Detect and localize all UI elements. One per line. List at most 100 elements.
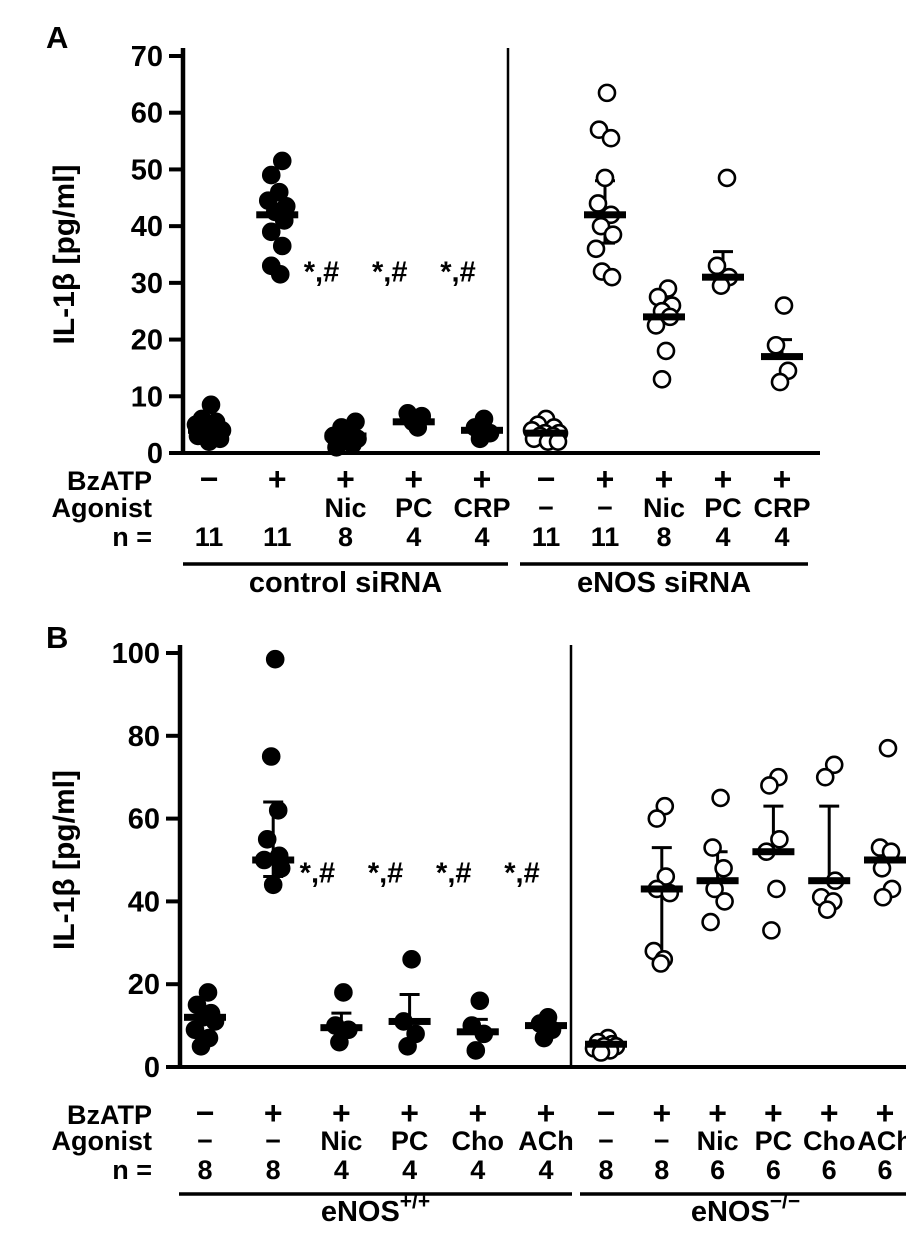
data-point — [402, 950, 421, 969]
median-bar — [392, 418, 435, 426]
n-value: 11 — [591, 522, 620, 552]
median-bar — [702, 273, 744, 281]
agonist-label: PC — [755, 1126, 793, 1156]
data-point — [701, 912, 720, 932]
data-point — [824, 755, 844, 775]
data-point — [586, 239, 606, 259]
row-label-agonist: Agonist — [52, 493, 153, 523]
n-value: 6 — [766, 1155, 781, 1185]
panel-a-letter: A — [46, 20, 69, 55]
n-value: 8 — [598, 1155, 613, 1185]
data-point — [815, 767, 835, 787]
n-value: 11 — [263, 522, 292, 552]
median-bar — [584, 211, 626, 219]
bzatp-symbol: + — [655, 461, 674, 497]
data-point — [272, 236, 292, 256]
agonist-label: ACh — [857, 1126, 906, 1156]
data-point — [715, 892, 734, 911]
bzatp-symbol: + — [714, 461, 733, 497]
n-value: 6 — [822, 1155, 837, 1185]
data-point — [656, 867, 676, 886]
n-value: 6 — [877, 1155, 892, 1185]
data-point — [601, 128, 621, 148]
y-tick-label: 30 — [131, 268, 163, 300]
data-point — [334, 983, 353, 1002]
y-tick-label: 50 — [131, 154, 163, 186]
bzatp-symbol: + — [820, 1095, 839, 1131]
data-point — [398, 1036, 417, 1056]
data-point — [766, 335, 786, 355]
data-point — [878, 738, 898, 758]
y-tick-label: 20 — [131, 325, 163, 357]
y-axis-title: IL-1β [pg/ml] — [48, 165, 81, 345]
median-bar — [696, 877, 739, 885]
significance-annotation: *,# — [300, 857, 335, 889]
y-tick-label: 0 — [147, 438, 163, 470]
bzatp-symbol: + — [268, 461, 287, 497]
y-tick-label: 70 — [131, 41, 163, 73]
data-point — [603, 225, 623, 244]
median-bar — [456, 1028, 499, 1036]
y-tick-label: 40 — [128, 886, 160, 918]
data-point — [265, 649, 285, 669]
data-point — [774, 296, 794, 315]
n-value: 4 — [402, 1155, 417, 1185]
group-label: eNOS−/− — [691, 1190, 800, 1228]
data-point — [767, 879, 786, 899]
significance-annotation: *,# — [440, 257, 475, 289]
data-point — [817, 900, 837, 919]
data-point — [760, 776, 779, 795]
data-point — [647, 809, 667, 828]
median-bar — [252, 856, 295, 864]
median-bar — [461, 426, 503, 434]
data-point — [261, 747, 281, 766]
panel-b-letter: B — [46, 620, 69, 655]
group-label: eNOS+/+ — [321, 1190, 430, 1228]
agonist-label: Cho — [452, 1126, 504, 1156]
data-point — [717, 168, 737, 188]
data-point — [466, 1041, 486, 1060]
data-point — [597, 83, 617, 103]
bzatp-symbol: + — [468, 1095, 487, 1131]
data-point — [595, 168, 615, 188]
data-point — [714, 858, 733, 878]
bzatp-symbol: − — [537, 461, 556, 497]
data-point — [470, 991, 490, 1011]
agonist-label: Nic — [324, 493, 366, 523]
bzatp-symbol: + — [400, 1095, 419, 1131]
bzatp-symbol: + — [652, 1095, 671, 1131]
n-value: 4 — [774, 522, 789, 552]
median-bar — [320, 1024, 363, 1032]
data-point — [261, 222, 281, 242]
panel-a: A 0 10 20 30 40 50 60 70 IL-1β [pg/ml] BzATP Agoni… — [40, 16, 906, 616]
data-point — [257, 830, 277, 849]
agonist-label: Cho — [803, 1126, 855, 1156]
chart-svg-panel-A: 0 10 20 30 40 50 60 70 IL-1β [pg/ml] BzATPAgonist… — [48, 41, 820, 599]
bzatp-symbol: + — [264, 1095, 283, 1131]
group-label: control siRNA — [249, 567, 442, 599]
data-point — [588, 194, 608, 213]
n-value: 8 — [654, 1155, 669, 1185]
n-value: 4 — [406, 522, 421, 552]
median-bar — [643, 313, 685, 321]
bzatp-symbol: + — [876, 1095, 895, 1131]
significance-annotation: *,# — [304, 257, 339, 289]
data-point — [263, 875, 283, 895]
bzatp-symbol: + — [537, 1095, 556, 1131]
data-point — [652, 369, 672, 389]
agonist-label: ACh — [518, 1126, 574, 1156]
bzatp-symbol: + — [764, 1095, 783, 1131]
bzatp-symbol: + — [473, 461, 492, 497]
data-point — [198, 983, 218, 1002]
bzatp-symbol: − — [597, 1095, 616, 1131]
agonist-label: − — [265, 1126, 281, 1156]
data-point — [703, 838, 722, 857]
n-value: 4 — [715, 522, 730, 552]
group-label: eNOS siRNA — [577, 567, 751, 599]
data-point — [185, 1020, 205, 1040]
bzatp-symbol: + — [332, 1095, 351, 1131]
agonist-label: − — [654, 1126, 670, 1156]
data-point — [770, 830, 789, 849]
y-tick-label: 20 — [128, 969, 160, 1001]
data-point — [191, 1036, 211, 1056]
